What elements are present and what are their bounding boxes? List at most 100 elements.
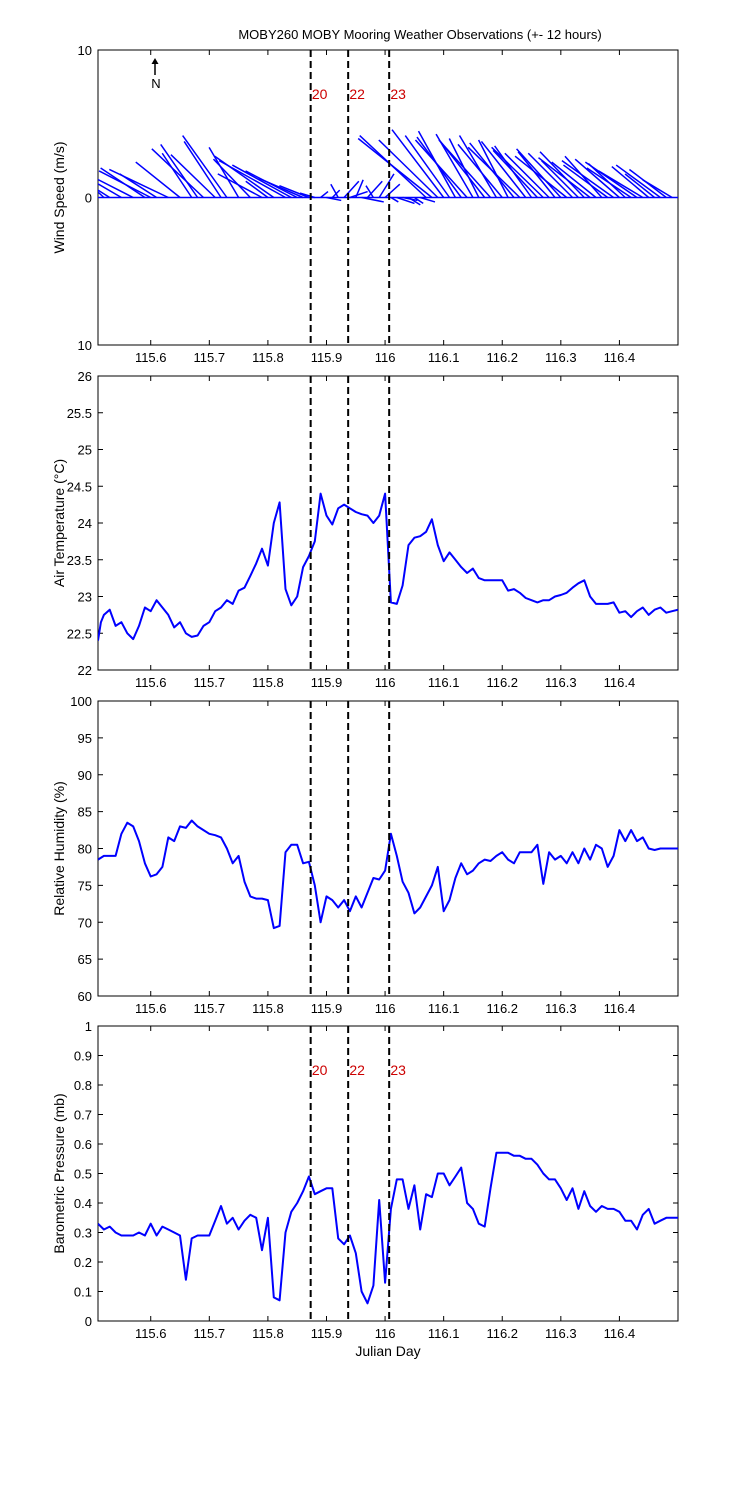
wind-vector (366, 180, 383, 199)
y-tick-label: 25 (78, 443, 92, 458)
barometric-pressure-panel: 115.6 115.7 115.8 115.9 116 116.1 116.2 116.3 11… (51, 1019, 679, 1359)
wind-vector (408, 196, 421, 206)
data-series-line (98, 1151, 678, 1305)
air-temperature-panel: 115.6 115.7 115.8 115.9 116 116.1 116.2 116.3 11… (51, 369, 679, 690)
x-tick-label: 115.6 (135, 1326, 167, 1341)
event-marker-label: 22 (349, 1062, 365, 1078)
event-marker-label: 23 (390, 86, 406, 102)
x-tick-label: 115.7 (194, 1001, 226, 1016)
y-tick-label: 85 (78, 805, 92, 820)
y-tick-label: 22.5 (67, 626, 92, 641)
north-arrowhead-icon (151, 58, 159, 64)
wind-vector (98, 183, 122, 199)
x-axis-label: Julian Day (355, 1343, 420, 1359)
wind-vector (357, 137, 433, 199)
wind-vector (514, 155, 568, 199)
plot-frame (97, 375, 679, 671)
y-tick-label: 1 (85, 1019, 92, 1034)
x-tick-label: 116.3 (545, 1001, 577, 1016)
x-tick-label: 116.1 (428, 675, 460, 690)
wind-vector (384, 183, 401, 199)
north-arrow: N (151, 58, 161, 91)
figure-title: MOBY260 MOBY Mooring Weather Observation… (238, 27, 601, 42)
y-tick-label: 95 (78, 731, 92, 746)
wind-vector (218, 159, 286, 199)
event-marker-label: 23 (390, 1062, 406, 1078)
wind-vector (420, 196, 436, 203)
x-tick-label: 116 (375, 1326, 396, 1341)
plot-data (98, 492, 678, 641)
wind-vector (480, 140, 527, 198)
wind-vector (208, 146, 240, 198)
wind-vector (258, 177, 304, 199)
wind-vector (365, 185, 374, 198)
x-tick-label: 116.2 (486, 1001, 518, 1016)
wind-vector (98, 189, 111, 199)
wind-speed-panel: N 115.6 115.7 115.8 115.9 116 116.1 116.2 116.3… (51, 43, 679, 365)
wind-vector (98, 178, 134, 199)
x-tick-label: 115.8 (252, 675, 284, 690)
wind-vector (539, 151, 585, 199)
wind-vector (160, 143, 199, 198)
y-tick-label: 0 (85, 1314, 92, 1329)
wind-vector (231, 164, 292, 199)
y-axis-label: Barometric Pressure (mb) (51, 1093, 67, 1253)
wind-vector (98, 170, 152, 199)
y-tick-label: 0.3 (74, 1226, 92, 1241)
x-tick-label: 115.7 (194, 675, 226, 690)
wind-vector (151, 148, 204, 199)
wind-vector (212, 158, 251, 199)
wind-vector (396, 196, 415, 205)
x-tick-label: 116.4 (604, 675, 636, 690)
x-tick-label: 115.9 (311, 1001, 343, 1016)
x-tick-label: 115.7 (194, 1326, 226, 1341)
x-tick-label: 116.1 (428, 350, 460, 365)
y-tick-label: 23 (78, 590, 92, 605)
y-tick-label: 80 (78, 842, 92, 857)
data-series-line (98, 819, 678, 930)
x-tick-label: 115.6 (135, 675, 167, 690)
wind-vector (183, 141, 222, 198)
wind-vector (584, 161, 638, 199)
y-tick-label: 0.8 (74, 1078, 92, 1093)
wind-vector (108, 168, 169, 199)
wind-vector (414, 139, 468, 199)
wind-vector (624, 173, 656, 199)
y-tick-label: 22 (78, 663, 92, 678)
data-series-line (98, 492, 678, 641)
x-tick-label: 116.4 (604, 1326, 636, 1341)
wind-vector (413, 196, 424, 205)
x-tick-label: 115.9 (311, 1326, 343, 1341)
wind-vector (349, 190, 368, 199)
wind-vector (551, 161, 597, 199)
x-tick-label: 116.1 (428, 1001, 460, 1016)
x-tick-label: 115.8 (252, 1326, 284, 1341)
x-tick-label: 115.8 (252, 350, 284, 365)
y-tick-label: 60 (78, 989, 92, 1004)
event-marker-label: 20 (312, 1062, 328, 1078)
y-tick-label: 0.4 (74, 1196, 92, 1211)
wind-vector (391, 129, 445, 198)
y-tick-label: 25.5 (67, 406, 92, 421)
wind-vector (279, 185, 310, 199)
y-tick-label: 10 (78, 43, 92, 58)
wind-vector (326, 196, 342, 202)
y-tick-label: 0 (85, 191, 92, 206)
event-marker-label: 22 (349, 86, 365, 102)
wind-vector (135, 161, 181, 199)
y-tick-label: 75 (78, 878, 92, 893)
wind-vector (611, 165, 650, 199)
x-tick-label: 116.2 (486, 1326, 518, 1341)
y-tick-label: 23.5 (67, 553, 92, 568)
y-tick-label: 24.5 (67, 479, 92, 494)
y-tick-label: 70 (78, 915, 92, 930)
y-tick-label: 100 (70, 694, 92, 709)
y-tick-label: 0.5 (74, 1167, 92, 1182)
wind-vector (504, 152, 550, 199)
wind-vector (516, 148, 562, 199)
x-tick-label: 115.6 (135, 350, 167, 365)
y-axis-label: Wind Speed (m/s) (51, 141, 67, 253)
x-tick-label: 116.4 (604, 1001, 636, 1016)
x-tick-label: 116.2 (486, 675, 518, 690)
